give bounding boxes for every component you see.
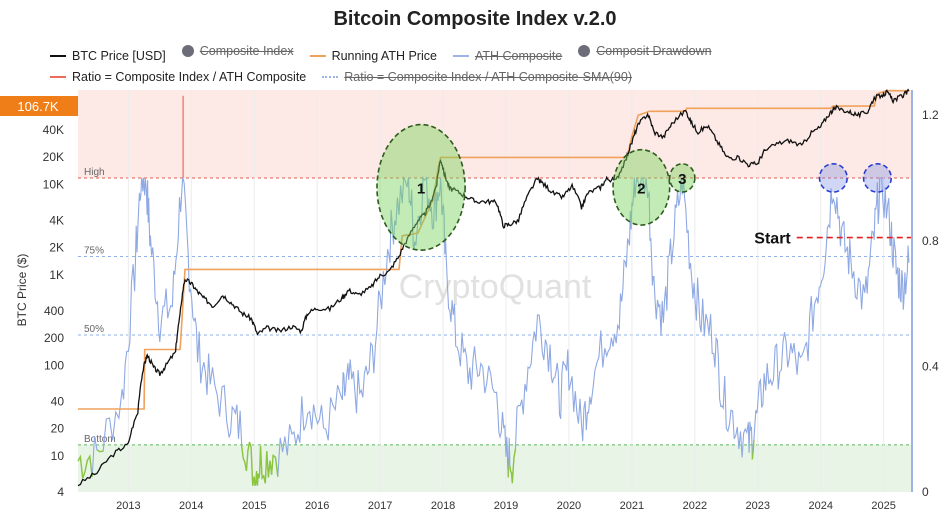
ratio-bottom-highlight — [509, 448, 517, 484]
y-left-tick-label: 400 — [44, 304, 64, 318]
level-label: 75% — [84, 245, 104, 256]
legend-item[interactable]: BTC Price [USD] — [50, 47, 166, 65]
circle-label: 1 — [417, 180, 425, 197]
y-left-tick-label: 10K — [43, 177, 64, 191]
legend-item[interactable]: Running ATH Price — [309, 47, 437, 65]
legend-swatch — [309, 55, 326, 57]
x-tick-label: 2017 — [368, 500, 392, 512]
x-tick-label: 2022 — [683, 500, 707, 512]
level-label: High — [84, 167, 105, 178]
legend-item[interactable]: Composit Drawdown — [578, 42, 712, 60]
highlight-circle — [612, 148, 671, 226]
y-left-tick-label: 100 — [44, 358, 64, 372]
y-left-tick-label: 20K — [43, 150, 64, 164]
circle-label: 2 — [637, 180, 645, 197]
y-left-tick-label: 40 — [51, 394, 65, 408]
highlight-circle — [376, 123, 466, 251]
y-left-tick-label: 4 — [57, 485, 64, 499]
x-tick-label: 2015 — [242, 500, 266, 512]
y-left-tick-label: 20 — [51, 422, 65, 436]
level-label: 50% — [84, 324, 104, 335]
legend-label: BTC Price [USD] — [72, 49, 166, 63]
highlight-circle — [862, 163, 893, 193]
ratio-bottom-highlight — [241, 441, 279, 486]
legend-swatch — [578, 45, 591, 57]
ratio-bottom-highlight — [96, 449, 104, 453]
legend-item[interactable]: Composite Index — [181, 42, 294, 60]
legend-swatch — [50, 76, 66, 78]
btc-price-line — [77, 88, 910, 487]
start-label: Start — [754, 231, 791, 248]
legend-label: Running ATH Price — [331, 49, 437, 63]
circle-label: 3 — [678, 171, 686, 188]
legend-swatch — [322, 76, 339, 78]
ratio-bottom-highlight — [77, 454, 93, 479]
running-ath-line — [78, 89, 909, 410]
x-tick-label: 2020 — [557, 500, 581, 512]
level-label: Bottom — [84, 434, 116, 445]
ratio-bottom-highlight — [751, 439, 755, 460]
y-left-tick-label: 2K — [49, 241, 64, 255]
highlight-circle — [668, 163, 696, 193]
chart-title: Bitcoin Composite Index v.2.0 — [333, 8, 617, 30]
x-tick-label: 2021 — [620, 500, 644, 512]
y-right-tick-label: 0 — [922, 485, 929, 499]
y-left-tick-label: 1K — [49, 268, 64, 282]
high-zone — [78, 90, 912, 178]
y-left-tick-label: 200 — [44, 331, 64, 345]
chart-legend: BTC Price [USD] Composite Index Running AT… — [50, 42, 930, 86]
x-tick-label: 2023 — [746, 500, 770, 512]
ratio-bottom-highlight — [506, 458, 510, 478]
legend-item[interactable]: ATH Composite — [452, 47, 563, 65]
y-right-tick-label: 0.4 — [922, 359, 939, 373]
x-tick-label: 2018 — [431, 500, 455, 512]
legend-label: Ratio = Composite Index / ATH Composite — [72, 70, 307, 84]
bottom-zone — [78, 444, 912, 492]
y-left-tick-label: 10 — [51, 449, 65, 463]
y-axis-label: BTC Price ($) — [15, 254, 29, 327]
legend-swatch — [452, 55, 469, 57]
y-right-tick-label: 1.2 — [922, 108, 939, 122]
legend-swatch — [50, 55, 66, 57]
highlight-circle — [818, 163, 848, 193]
legend-label: Ratio = Composite Index / ATH Composite-… — [344, 70, 632, 84]
x-tick-label: 2016 — [305, 500, 329, 512]
x-tick-label: 2014 — [179, 500, 203, 512]
y-left-tick-label: 40K — [43, 123, 64, 137]
legend-item[interactable]: Ratio = Composite Index / ATH Composite-… — [322, 68, 632, 86]
x-tick-label: 2025 — [871, 500, 895, 512]
legend-item[interactable]: Ratio = Composite Index / ATH Composite — [50, 68, 306, 86]
x-tick-label: 2024 — [808, 500, 832, 512]
y-left-tick-label: 4K — [49, 213, 64, 227]
legend-swatch — [181, 45, 194, 57]
y-right-tick-label: 0.8 — [922, 234, 939, 248]
current-price-badge — [0, 96, 78, 116]
ratio-line — [77, 175, 910, 486]
legend-label: Composite Index — [199, 44, 294, 58]
legend-label: ATH Composite — [474, 49, 563, 63]
watermark: CryptoQuant — [399, 268, 592, 306]
x-tick-label: 2013 — [116, 500, 140, 512]
legend-label: Composit Drawdown — [596, 44, 712, 58]
x-tick-label: 2019 — [494, 500, 518, 512]
current-price-badge-text: 106.7K — [17, 99, 59, 114]
